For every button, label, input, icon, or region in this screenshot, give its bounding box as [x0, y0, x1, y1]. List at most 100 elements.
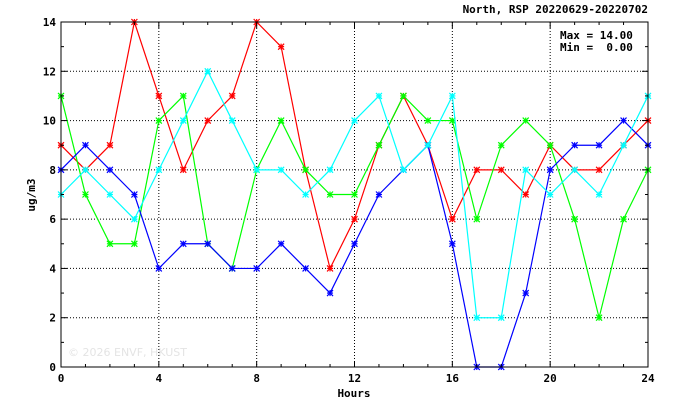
data-point [448, 240, 456, 248]
x-tick-label: 12 [348, 372, 361, 385]
x-tick-label: 20 [544, 372, 557, 385]
data-point [351, 117, 358, 124]
x-axis-label: Hours [337, 387, 370, 400]
data-point [326, 265, 334, 272]
data-point [179, 92, 187, 100]
data-point [497, 141, 505, 149]
data-point [302, 191, 310, 198]
data-point [497, 314, 505, 322]
data-point [277, 43, 285, 51]
x-tick-label: 0 [58, 372, 65, 385]
data-point [228, 117, 236, 124]
y-tick-label: 10 [43, 115, 56, 128]
data-point [351, 191, 358, 198]
max-label: Max = 14.00 [560, 29, 633, 42]
data-point [473, 166, 481, 174]
data-point [277, 166, 285, 174]
y-tick-label: 12 [43, 65, 56, 78]
y-tick-label: 14 [43, 16, 57, 29]
data-point [448, 117, 456, 124]
data-point [424, 141, 432, 149]
data-point [522, 289, 530, 297]
data-point [375, 141, 383, 149]
data-point [155, 92, 163, 100]
data-point [106, 166, 114, 174]
data-point [155, 117, 163, 124]
y-tick-label: 4 [49, 262, 56, 275]
data-point [204, 240, 212, 248]
data-point [546, 141, 554, 149]
data-point [130, 240, 138, 248]
data-point [106, 240, 114, 248]
data-point [375, 191, 383, 198]
data-point [228, 92, 236, 100]
data-point [204, 67, 212, 75]
data-point [228, 265, 236, 272]
y-axis-ticks: 0 2 4 6 8 10 12 14 [43, 16, 648, 374]
x-tick-label: 16 [446, 372, 460, 385]
data-point [351, 240, 358, 248]
data-point [82, 166, 89, 174]
chart-title: North, RSP 20220629-20220702 [463, 3, 648, 16]
data-point [595, 314, 603, 322]
watermark: © 2026 ENVF, HKUST [68, 346, 187, 359]
data-point [448, 215, 456, 223]
data-point [82, 141, 89, 149]
data-point [106, 191, 114, 198]
data-point [473, 215, 481, 223]
data-point [277, 240, 285, 248]
data-point [571, 215, 579, 223]
data-point [326, 166, 334, 174]
data-point [571, 141, 579, 149]
data-point [448, 92, 456, 100]
series-3 [57, 67, 652, 322]
data-point [204, 117, 212, 124]
data-point [522, 117, 530, 124]
data-point [595, 166, 603, 174]
x-tick-label: 24 [641, 372, 655, 385]
data-point [326, 289, 334, 297]
data-point [326, 191, 334, 198]
data-point [179, 166, 187, 174]
data-point [399, 92, 407, 100]
x-tick-label: 8 [253, 372, 260, 385]
y-tick-label: 0 [49, 361, 56, 374]
min-label: Min = 0.00 [560, 41, 633, 54]
data-point [546, 166, 554, 174]
data-point [571, 166, 579, 174]
y-tick-label: 2 [49, 312, 56, 325]
data-point [375, 92, 383, 100]
x-tick-label: 4 [156, 372, 163, 385]
data-point [595, 191, 603, 198]
data-point [179, 117, 187, 124]
data-point [424, 117, 432, 124]
data-point [155, 265, 163, 272]
data-point [522, 166, 530, 174]
data-point [497, 166, 505, 174]
data-point [595, 141, 603, 149]
data-point [106, 141, 114, 149]
data-point [130, 215, 138, 223]
data-point [179, 240, 187, 248]
data-point [302, 265, 310, 272]
data-point [546, 191, 554, 198]
data-point [522, 191, 530, 198]
data-point [82, 191, 89, 198]
data-point [155, 166, 163, 174]
data-point [253, 265, 261, 272]
data-point [130, 191, 138, 198]
data-point [399, 166, 407, 174]
x-axis-ticks: 0 4 8 12 16 20 24 [58, 22, 655, 385]
data-point [620, 117, 627, 124]
y-tick-label: 8 [49, 164, 56, 177]
data-point [620, 215, 627, 223]
data-point [620, 141, 627, 149]
data-point [277, 117, 285, 124]
data-point [351, 215, 358, 223]
y-tick-label: 6 [49, 213, 56, 226]
data-point [302, 166, 310, 174]
data-point [253, 166, 261, 174]
data-point [473, 314, 481, 322]
